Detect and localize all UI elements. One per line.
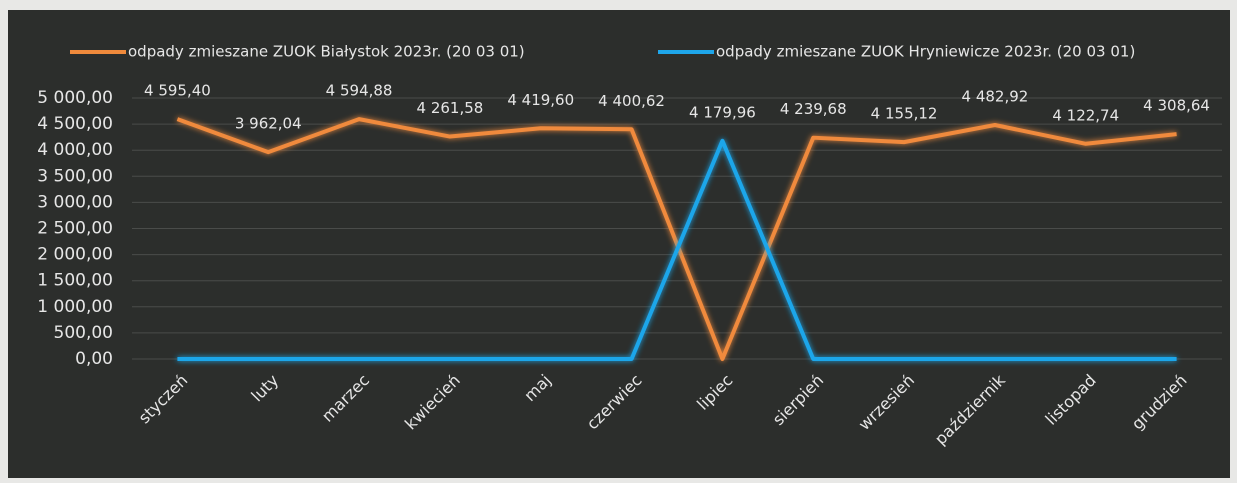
data-label: 4 261,58 [417, 99, 484, 117]
series-line [177, 138, 1177, 361]
legend-label: odpady zmieszane ZUOK Hryniewicze 2023r.… [716, 43, 1135, 61]
y-tick-label: 3 500,00 [37, 166, 113, 186]
data-label: 4 155,12 [871, 105, 938, 123]
y-tick-label: 0,00 [75, 349, 113, 369]
data-label: 4 308,64 [1143, 97, 1210, 115]
y-tick-label: 1 500,00 [37, 271, 113, 291]
y-tick-label: 3 000,00 [37, 192, 113, 212]
y-tick-label: 4 500,00 [37, 114, 113, 134]
data-label: 4 419,60 [507, 91, 574, 109]
series-line [176, 117, 1177, 361]
y-tick-label: 2 500,00 [37, 219, 113, 239]
data-label: 4 179,96 [689, 103, 756, 121]
y-tick-label: 1 000,00 [37, 297, 113, 317]
chart-background [8, 10, 1230, 478]
data-label: 4 239,68 [780, 100, 847, 118]
legend-label: odpady zmieszane ZUOK Białystok 2023r. (… [128, 43, 525, 61]
data-label: 4 482,92 [962, 87, 1029, 105]
data-label: 4 594,88 [326, 82, 393, 100]
data-label: 4 595,40 [144, 82, 211, 100]
y-tick-label: 500,00 [54, 323, 113, 343]
data-label: 3 962,04 [235, 115, 302, 133]
y-tick-label: 5 000,00 [37, 88, 113, 108]
y-tick-label: 2 000,00 [37, 245, 113, 265]
data-label: 4 400,62 [598, 92, 665, 110]
y-tick-label: 4 000,00 [37, 140, 113, 160]
data-label: 4 122,74 [1052, 106, 1119, 124]
